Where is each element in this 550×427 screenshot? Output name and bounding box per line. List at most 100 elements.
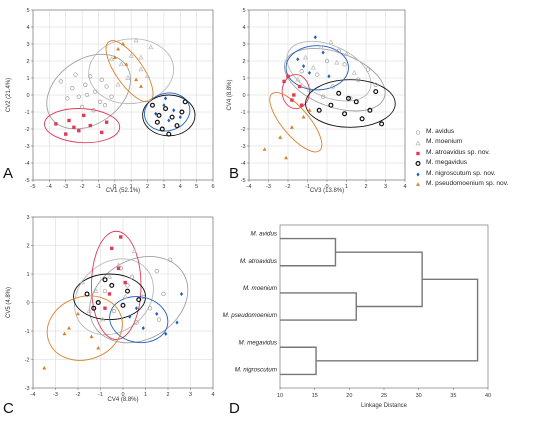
x-tick-label: 25 <box>381 393 387 399</box>
x-tick-label: 2 <box>166 392 169 398</box>
data-point <box>86 308 92 313</box>
data-point <box>262 147 267 151</box>
data-point <box>100 316 106 322</box>
data-point <box>99 77 104 82</box>
data-point <box>42 365 47 370</box>
data-point <box>102 288 108 294</box>
data-point <box>109 282 115 288</box>
y-tick-label: 2 <box>26 59 29 65</box>
data-point <box>93 288 99 293</box>
legend-marker <box>416 182 420 187</box>
y-tick-label: 5 <box>242 8 245 14</box>
y-tick-label: -1 <box>241 110 246 116</box>
x-tick-label: -1 <box>305 184 310 190</box>
y-axis-label: CV5 (4.8%) <box>6 287 12 318</box>
x-tick-label: 10 <box>277 393 283 399</box>
legend-label: M. pseudomoenium sp. nov. <box>426 180 509 188</box>
data-point <box>79 104 85 110</box>
data-point <box>327 74 331 79</box>
data-point <box>282 79 286 84</box>
x-tick-label: 6 <box>211 184 214 190</box>
x-tick-label: 0 <box>113 184 116 190</box>
data-point <box>106 273 113 279</box>
data-point <box>91 305 97 311</box>
data-point <box>84 92 90 98</box>
data-point <box>115 81 121 87</box>
legend-marker-shape <box>416 182 420 187</box>
data-point <box>79 279 86 285</box>
x-tick-label: 3 <box>384 184 387 190</box>
data-point <box>307 70 312 75</box>
y-tick-label: 2 <box>26 244 29 250</box>
y-tick-label: -5 <box>25 178 30 184</box>
data-point <box>121 41 125 46</box>
data-point <box>131 248 137 253</box>
data-point <box>110 246 114 251</box>
legend-marker-shape <box>415 140 421 145</box>
legend-item: M. megavidus <box>414 158 508 168</box>
data-point <box>302 54 309 60</box>
data-point <box>164 331 168 336</box>
y-tick-label: -3 <box>25 144 30 150</box>
confidence-ellipse <box>89 256 189 344</box>
data-point <box>108 56 115 62</box>
data-point <box>64 132 68 136</box>
panel-letter-a: A <box>3 165 14 182</box>
data-point <box>318 44 324 50</box>
x-axis-label: Linkage Distance <box>361 403 408 409</box>
data-point <box>73 72 78 77</box>
data-point <box>168 257 173 262</box>
y-tick-label: -3 <box>25 386 30 392</box>
data-point <box>134 320 139 325</box>
data-point <box>125 75 131 80</box>
y-tick-label: 3 <box>26 215 29 221</box>
data-point <box>133 37 139 43</box>
data-point <box>286 74 290 78</box>
data-point <box>367 107 373 113</box>
data-point <box>359 116 365 122</box>
data-point <box>289 125 294 129</box>
confidence-ellipse <box>46 295 123 361</box>
data-point <box>174 123 180 129</box>
data-point <box>141 326 145 331</box>
data-point <box>76 94 81 99</box>
x-tick-label: 20 <box>346 393 352 399</box>
legend-label: M. megavidus <box>426 159 468 167</box>
leaf-label: M. moenium <box>243 285 277 292</box>
x-tick-label: 1 <box>130 184 133 190</box>
data-point <box>83 82 88 87</box>
confidence-ellipse <box>74 258 154 336</box>
data-point <box>149 102 155 108</box>
data-point <box>356 77 361 82</box>
data-point <box>163 106 169 112</box>
data-point <box>124 62 129 66</box>
data-point <box>179 109 185 115</box>
data-point <box>307 87 312 93</box>
data-point <box>373 82 378 87</box>
data-point <box>162 103 166 108</box>
x-tick-label: 3 <box>162 184 165 190</box>
y-tick-label: -1 <box>25 329 30 335</box>
data-point <box>353 99 359 105</box>
y-tick-label: 3 <box>26 42 29 48</box>
leaf-label: M. pseudomoenium <box>223 312 277 319</box>
legend-item: M. atroavidus sp. nov. <box>414 148 508 158</box>
confidence-ellipse <box>91 230 142 341</box>
x-axis-label: CV3 (13.8%) <box>310 188 344 194</box>
x-tick-label: 4 <box>211 392 214 398</box>
data-point <box>138 66 144 72</box>
data-point <box>154 119 160 125</box>
data-point <box>109 94 114 99</box>
legend-label: M. moenium <box>426 138 463 146</box>
confidence-ellipse <box>105 40 154 103</box>
data-point <box>124 288 130 294</box>
dendrogram-link <box>280 292 357 321</box>
y-tick-label: -3 <box>241 144 246 150</box>
y-tick-label: -1 <box>25 110 30 116</box>
data-point <box>172 108 176 113</box>
y-tick-label: 0 <box>26 93 29 99</box>
data-point <box>161 291 166 297</box>
legend-label: M. atroavidus sp. nov. <box>426 148 491 156</box>
